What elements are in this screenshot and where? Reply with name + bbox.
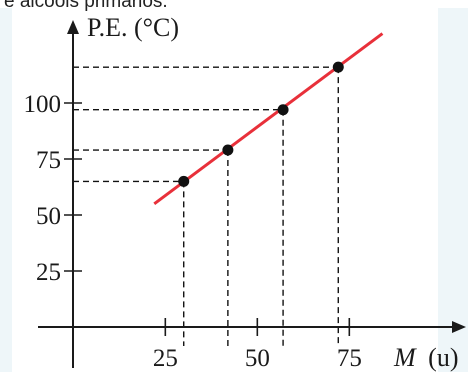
data-points bbox=[178, 61, 344, 187]
x-axis-title: M (u) bbox=[393, 343, 459, 372]
background-band-top bbox=[0, 0, 468, 8]
data-point-0 bbox=[178, 175, 190, 187]
y-tick-label-100: 100 bbox=[24, 91, 62, 118]
x-tick-label-75: 75 bbox=[337, 345, 362, 372]
data-point-3 bbox=[332, 61, 344, 73]
ticks: 25 50 75 100 25 50 75 bbox=[24, 91, 362, 372]
y-tick-label-25: 25 bbox=[36, 259, 61, 286]
x-axis-arrow bbox=[452, 321, 466, 333]
x-axis-unit: (u) bbox=[428, 343, 458, 372]
y-axis-arrow bbox=[67, 20, 79, 34]
y-axis-title: P.E. (°C) bbox=[87, 13, 179, 42]
guide-lines bbox=[73, 66, 339, 346]
x-axis-variable: M bbox=[393, 343, 417, 372]
background-band-left bbox=[0, 0, 12, 372]
data-point-1 bbox=[222, 144, 234, 156]
trend-line bbox=[153, 32, 384, 206]
y-tick-label-75: 75 bbox=[36, 147, 61, 174]
x-tick-label-50: 50 bbox=[245, 345, 270, 372]
x-tick-label-25: 25 bbox=[153, 345, 178, 372]
background-band-right bbox=[438, 0, 468, 372]
data-point-2 bbox=[277, 104, 289, 116]
y-tick-label-50: 50 bbox=[36, 203, 61, 230]
axes bbox=[38, 20, 466, 368]
cropped-caption-text: e álcoois primários. bbox=[4, 0, 168, 12]
